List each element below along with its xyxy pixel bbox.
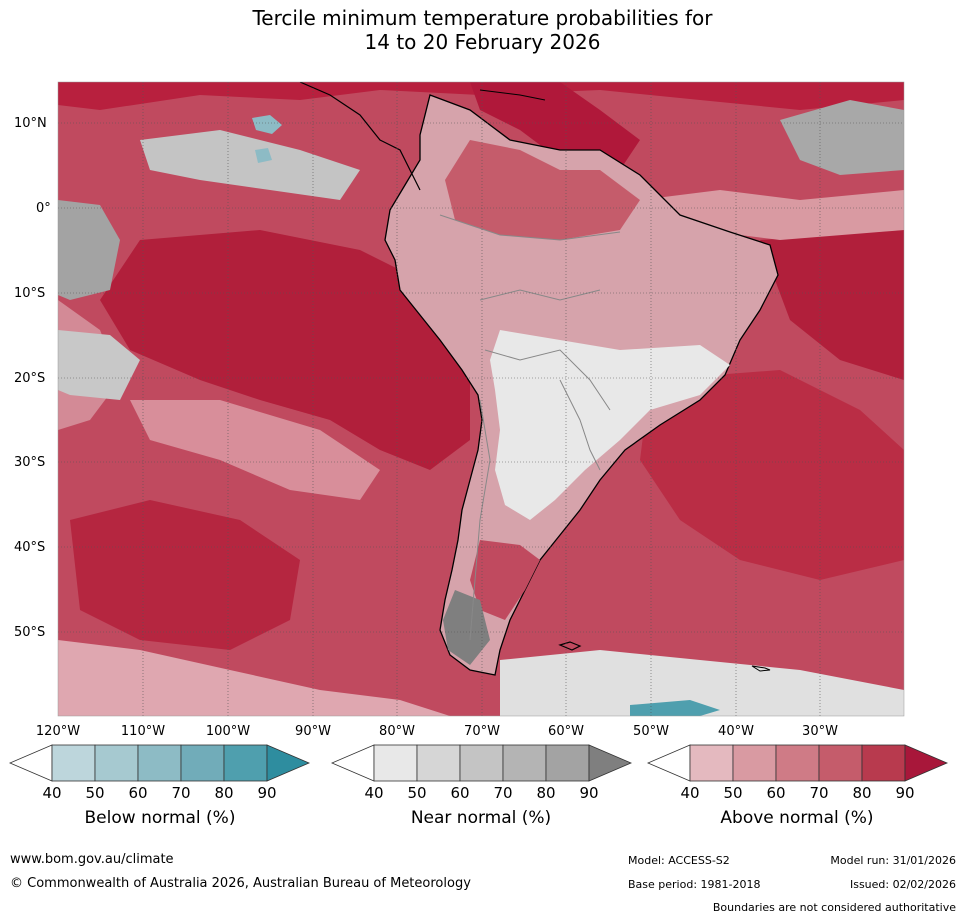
colorbar-above-segment	[818, 744, 863, 782]
region-below-carib-2	[255, 148, 272, 163]
land-near-normal-core	[490, 330, 730, 520]
colorbar-above-tick: 50	[723, 784, 743, 802]
colorbar-above-tick: 40	[680, 784, 700, 802]
region-above-high-pacific	[100, 230, 470, 470]
colorbar-near-left-arrow	[330, 744, 375, 782]
footer-disclaimer: Boundaries are not considered authoritat…	[712, 901, 956, 914]
colorbar-below-tick: 70	[171, 784, 191, 802]
lon-label-60w: 60°W	[548, 724, 584, 739]
colorbar-title-below: Below normal (%)	[84, 808, 236, 828]
colorbar-below-tick: 90	[257, 784, 277, 802]
lat-label-0: 0°	[36, 201, 51, 216]
colorbar-near-right-arrow	[588, 744, 633, 782]
lon-label-50w: 50°W	[633, 724, 669, 739]
colorbar-below-left-arrow	[8, 744, 53, 782]
footer-model: Model: ACCESS-S2	[628, 854, 730, 867]
colorbar-below-segment	[94, 744, 139, 782]
lon-label-90w: 90°W	[295, 724, 331, 739]
colorbar-near-segment	[502, 744, 547, 782]
falkland-islands	[558, 641, 582, 651]
colorbar-near-normal	[330, 744, 633, 782]
colorbar-above-tick: 70	[809, 784, 829, 802]
region-above-low-band	[130, 400, 380, 500]
region-above-high-caribbean	[470, 82, 640, 170]
map-title-line1: Tercile minimum temperature probabilitie…	[252, 6, 713, 30]
lat-label-10s: 10°S	[14, 286, 46, 301]
lat-label-40s: 40°S	[14, 540, 46, 555]
footer-website[interactable]: www.bom.gov.au/climate	[10, 852, 174, 867]
colorbar-near-tick: 40	[364, 784, 384, 802]
land-above-north	[445, 140, 640, 240]
colorbar-below-segment	[51, 744, 96, 782]
lon-label-120w: 120°W	[35, 724, 81, 739]
colorbar-below-segment	[180, 744, 225, 782]
colorbar-below-normal	[8, 744, 311, 782]
colorbar-above-segment	[861, 744, 906, 782]
colorbar-above-left-arrow	[646, 744, 691, 782]
lat-label-50s: 50°S	[14, 625, 46, 640]
graticule	[58, 82, 904, 716]
country-borders	[439, 214, 621, 641]
colorbar-above-normal	[646, 744, 949, 782]
colorbar-above-tick: 60	[766, 784, 786, 802]
colorbar-above-segment	[689, 744, 734, 782]
colorbar-above-tick: 80	[852, 784, 872, 802]
lon-label-110w: 110°W	[120, 724, 166, 739]
lat-label-10n: 10°N	[14, 116, 47, 131]
region-above-high-atlantic-east	[760, 230, 904, 380]
caribbean-islands	[479, 89, 546, 101]
colorbar-below-segment	[223, 744, 268, 782]
lon-label-70w: 70°W	[464, 724, 500, 739]
region-above-high-north	[58, 82, 904, 110]
region-near-equator-band	[140, 130, 360, 200]
colorbar-near-tick: 70	[493, 784, 513, 802]
colorbar-near-tick: 60	[450, 784, 470, 802]
colorbar-near-segment	[416, 744, 461, 782]
colorbar-near-tick: 50	[407, 784, 427, 802]
region-near-far-south	[500, 650, 904, 716]
colorbar-below-tick: 80	[214, 784, 234, 802]
region-above-low-southwest	[58, 640, 450, 716]
footer-copyright: © Commonwealth of Australia 2026, Austra…	[10, 876, 471, 891]
colorbar-near-segment	[373, 744, 418, 782]
region-near-north-atlantic	[780, 100, 904, 175]
colorbar-above-right-arrow	[904, 744, 949, 782]
colorbar-below-right-arrow	[266, 744, 311, 782]
colorbar-above-tick: 90	[895, 784, 915, 802]
central-america-coast	[299, 82, 421, 191]
colorbar-below-segment	[137, 744, 182, 782]
region-above-high-southpacific	[70, 500, 300, 650]
land-near-patagonia	[443, 590, 490, 665]
colorbar-title-above: Above normal (%)	[720, 808, 874, 828]
land-above-high-south	[470, 540, 540, 620]
colorbar-below-tick: 50	[85, 784, 105, 802]
colorbar-near-segment	[545, 744, 590, 782]
colorbar-near-segment	[459, 744, 504, 782]
lon-label-80w: 80°W	[379, 724, 415, 739]
colorbar-above-segment	[775, 744, 820, 782]
colorbar-above-segment	[732, 744, 777, 782]
region-near-east-pacific	[58, 200, 120, 300]
region-below-southeast	[630, 700, 720, 716]
colorbar-title-near: Near normal (%)	[410, 808, 552, 828]
footer-model-run: Model run: 31/01/2026	[830, 854, 956, 867]
colorbar-near-tick: 80	[536, 784, 556, 802]
region-below-carib-1	[252, 115, 282, 134]
lat-label-20s: 20°S	[14, 371, 46, 386]
lon-label-30w: 30°W	[802, 724, 838, 739]
colorbar-below-tick: 60	[128, 784, 148, 802]
lon-label-100w: 100°W	[205, 724, 251, 739]
colorbar-near-tick: 90	[579, 784, 599, 802]
map-frame	[57, 81, 905, 717]
map-title-line2: 14 to 20 February 2026	[364, 30, 601, 54]
footer-base-period: Base period: 1981-2018	[628, 878, 761, 891]
region-near-pacific-south	[58, 330, 140, 400]
colorbar-below-tick: 40	[42, 784, 62, 802]
region-above-high-atlantic-south	[640, 370, 904, 580]
footer-issued: Issued: 02/02/2026	[849, 878, 956, 891]
south-georgia	[751, 665, 771, 672]
lon-label-40w: 40°W	[718, 724, 754, 739]
lat-label-30s: 30°S	[14, 455, 46, 470]
